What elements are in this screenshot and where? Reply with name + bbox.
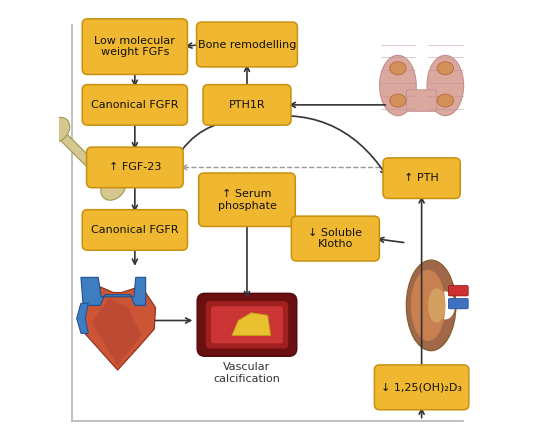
Text: ↑ PTH: ↑ PTH (404, 173, 439, 183)
Ellipse shape (390, 94, 406, 107)
Ellipse shape (411, 270, 446, 341)
FancyBboxPatch shape (82, 85, 188, 125)
FancyBboxPatch shape (383, 158, 460, 198)
FancyBboxPatch shape (211, 306, 283, 343)
FancyBboxPatch shape (448, 299, 468, 309)
Text: PTH1R: PTH1R (229, 100, 265, 110)
Ellipse shape (45, 117, 70, 142)
Ellipse shape (427, 55, 464, 116)
FancyBboxPatch shape (448, 286, 468, 296)
Ellipse shape (379, 55, 416, 116)
Text: Low molecular
weight FGFs: Low molecular weight FGFs (95, 36, 175, 57)
Polygon shape (232, 313, 271, 335)
Ellipse shape (437, 62, 454, 75)
FancyBboxPatch shape (196, 22, 298, 67)
FancyBboxPatch shape (375, 365, 469, 410)
Text: Vascular
calcification: Vascular calcification (213, 362, 280, 384)
FancyBboxPatch shape (82, 210, 188, 250)
Text: Bone remodelling: Bone remodelling (198, 39, 296, 49)
Text: ↑ Serum
phosphate: ↑ Serum phosphate (218, 189, 277, 210)
Ellipse shape (436, 291, 455, 319)
FancyBboxPatch shape (292, 216, 379, 261)
Ellipse shape (390, 62, 406, 75)
FancyBboxPatch shape (199, 173, 295, 227)
FancyBboxPatch shape (203, 85, 291, 125)
Text: ↓ Soluble
Klotho: ↓ Soluble Klotho (309, 228, 362, 250)
FancyBboxPatch shape (206, 301, 288, 349)
Ellipse shape (406, 260, 456, 351)
Polygon shape (76, 303, 89, 333)
FancyBboxPatch shape (86, 147, 183, 187)
Text: ↓ 1,25(OH)₂D₃: ↓ 1,25(OH)₂D₃ (381, 382, 462, 392)
Ellipse shape (428, 288, 446, 322)
Polygon shape (80, 286, 156, 370)
FancyBboxPatch shape (82, 19, 188, 75)
FancyBboxPatch shape (197, 293, 297, 356)
Polygon shape (81, 277, 146, 306)
Polygon shape (53, 127, 118, 190)
FancyBboxPatch shape (406, 90, 437, 112)
Text: ↑ FGF-23: ↑ FGF-23 (109, 162, 161, 172)
Polygon shape (92, 299, 141, 366)
Ellipse shape (101, 175, 126, 200)
Text: Canonical FGFR: Canonical FGFR (91, 225, 179, 235)
Ellipse shape (437, 94, 454, 107)
Text: Canonical FGFR: Canonical FGFR (91, 100, 179, 110)
